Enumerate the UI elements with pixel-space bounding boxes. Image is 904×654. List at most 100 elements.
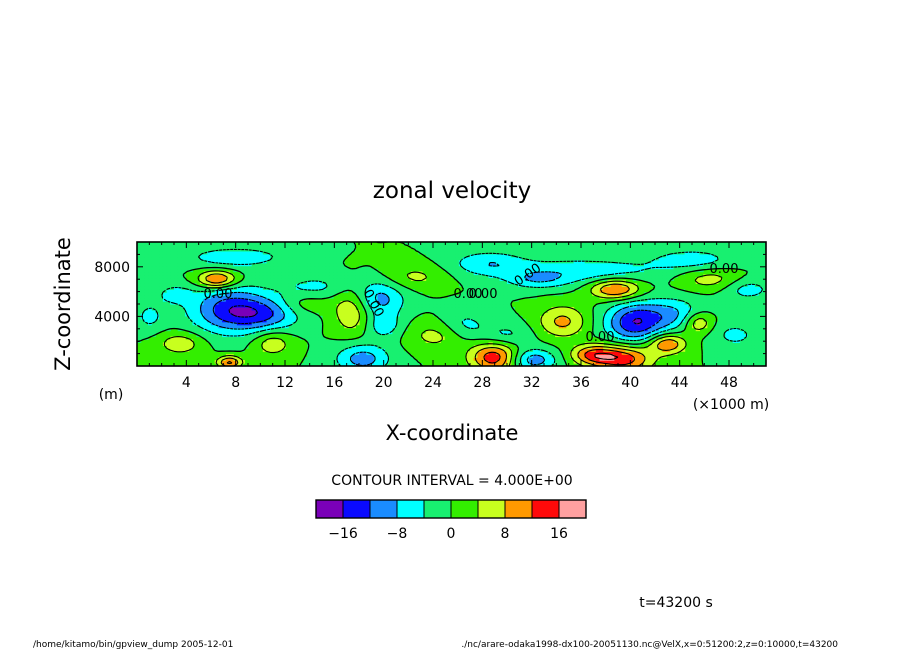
field-cell [721, 259, 726, 264]
field-cell [148, 280, 153, 284]
field-cell [721, 304, 726, 308]
field-cell [592, 253, 597, 258]
field-cell [729, 312, 734, 317]
field-cell [599, 274, 604, 279]
field-cell [740, 342, 745, 346]
field-cell [666, 345, 671, 349]
field-cell [470, 283, 475, 287]
field-cell [322, 345, 327, 349]
field-cell [362, 339, 367, 343]
field-cell [562, 280, 567, 284]
field-cell [518, 315, 523, 320]
field-cell [281, 250, 286, 255]
field-cell [314, 342, 319, 346]
field-cell [366, 345, 371, 349]
field-cell [318, 348, 323, 352]
field-cell [259, 321, 264, 326]
field-cell [351, 274, 356, 279]
field-cell [736, 324, 741, 329]
field-cell [240, 324, 245, 329]
field-cell [144, 283, 149, 287]
field-cell [366, 283, 371, 287]
field-cell [362, 268, 367, 273]
field-cell [307, 345, 312, 349]
field-cell [403, 301, 408, 305]
field-cell [188, 292, 194, 296]
field-cell [381, 333, 386, 338]
field-cell [536, 250, 541, 255]
field-cell [743, 262, 749, 267]
field-cell [429, 333, 434, 338]
field-cell [703, 339, 708, 343]
field-cell [581, 262, 586, 267]
field-cell [384, 312, 390, 317]
field-cell [481, 357, 486, 361]
field-cell [547, 327, 552, 332]
field-cell [629, 336, 634, 341]
field-cell [151, 286, 157, 290]
field-cell [717, 333, 723, 338]
field-cell [310, 256, 316, 261]
field-cell [743, 363, 749, 366]
field-cell [248, 309, 253, 314]
field-cell [618, 286, 623, 290]
field-cell [762, 271, 766, 276]
field-cell [488, 315, 493, 320]
field-cell [259, 253, 264, 258]
field-cell [544, 262, 549, 267]
field-cell [196, 327, 201, 332]
field-cell [732, 312, 737, 317]
field-cell [233, 339, 238, 343]
field-cell [140, 289, 145, 293]
field-cell [758, 286, 763, 290]
field-cell [717, 259, 723, 264]
field-cell [532, 259, 538, 264]
field-cell [207, 330, 212, 335]
field-cell [307, 357, 312, 361]
field-cell [599, 250, 604, 255]
field-cell [418, 309, 423, 314]
field-cell [551, 286, 556, 290]
field-cell [255, 256, 260, 261]
field-cell [310, 274, 316, 279]
field-cell [240, 256, 245, 261]
field-cell [510, 277, 515, 281]
field-cell [643, 354, 649, 358]
field-cell [251, 262, 256, 267]
field-cell [199, 292, 205, 296]
field-cell [310, 330, 316, 335]
field-cell [710, 256, 715, 261]
field-cell [762, 289, 766, 293]
field-cell [606, 286, 612, 290]
field-cell [455, 330, 460, 335]
field-cell [359, 348, 364, 352]
field-cell [714, 253, 719, 258]
field-cell [259, 250, 264, 255]
field-cell [366, 268, 371, 273]
field-cell [525, 327, 530, 332]
field-cell [736, 351, 741, 355]
field-cell [666, 289, 671, 293]
field-cell [188, 265, 194, 270]
field-cell [229, 333, 234, 338]
field-cell [747, 321, 752, 326]
field-cell [218, 339, 223, 343]
field-cell [159, 301, 164, 305]
field-cell [355, 280, 360, 284]
field-cell [636, 304, 641, 308]
field-cell [680, 289, 686, 293]
field-cell [144, 280, 149, 284]
field-cell [510, 324, 515, 329]
field-cell [336, 312, 342, 317]
field-cell [248, 315, 253, 320]
field-cell [484, 289, 490, 293]
field-cell [732, 286, 737, 290]
field-cell [721, 262, 726, 267]
field-cell [692, 309, 697, 314]
field-cell [729, 345, 734, 349]
field-cell [503, 327, 508, 332]
field-cell [507, 354, 512, 358]
field-cell [721, 289, 726, 293]
field-cell [747, 283, 752, 287]
field-cell [669, 306, 675, 311]
